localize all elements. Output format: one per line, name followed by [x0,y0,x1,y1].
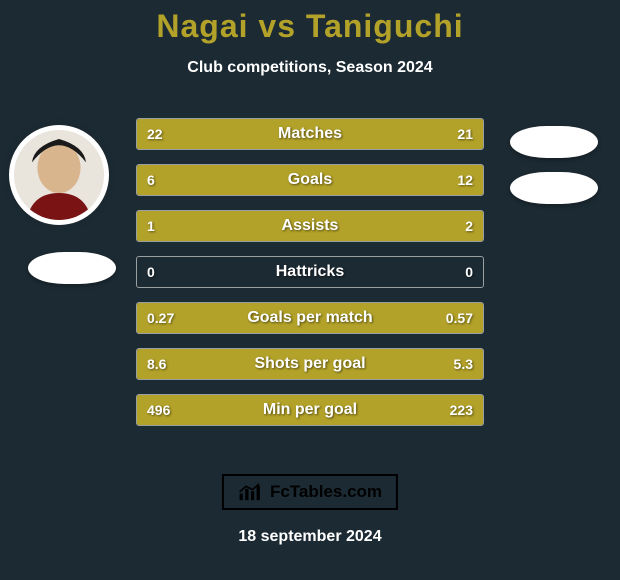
player-left-avatar [14,130,104,220]
bar-left [137,395,376,425]
stat-row: 0 0 Hattricks [136,256,484,288]
player-right-flag-1 [510,126,598,158]
stat-row: 6 12 Goals [136,164,484,196]
comparison-card: Nagai vs Taniguchi Club competitions, Se… [0,0,620,580]
bar-right [351,349,483,379]
footer-date: 18 september 2024 [0,528,620,546]
bar-right [376,395,483,425]
stat-row: 496 223 Min per goal [136,394,484,426]
avatar-placeholder-icon [14,130,104,220]
player-right-name: Taniguchi [306,8,464,44]
subtitle: Club competitions, Season 2024 [0,59,620,77]
bar-right [252,165,483,195]
stat-row: 1 2 Assists [136,210,484,242]
bar-left [137,211,252,241]
bar-left [137,303,248,333]
player-left-flag [28,252,116,284]
bar-left [137,119,314,149]
stat-left-value: 0 [147,264,155,280]
stat-row: 8.6 5.3 Shots per goal [136,348,484,380]
player-left-name: Nagai [156,8,248,44]
stat-label: Hattricks [137,263,483,281]
brand-logo[interactable]: FcTables.com [222,474,398,510]
vs-label: vs [258,8,296,44]
bar-left [137,165,252,195]
bar-right [252,211,483,241]
bar-left [137,349,351,379]
bar-right [248,303,483,333]
bar-chart-icon [238,482,264,502]
stat-row: 0.27 0.57 Goals per match [136,302,484,334]
bar-right [314,119,483,149]
brand-text: FcTables.com [270,482,382,502]
stat-right-value: 0 [465,264,473,280]
stat-row: 22 21 Matches [136,118,484,150]
page-title: Nagai vs Taniguchi [0,8,620,45]
stats-block: 22 21 Matches 6 12 Goals 1 2 Assists 0 0… [136,118,484,440]
player-right-flag-2 [510,172,598,204]
